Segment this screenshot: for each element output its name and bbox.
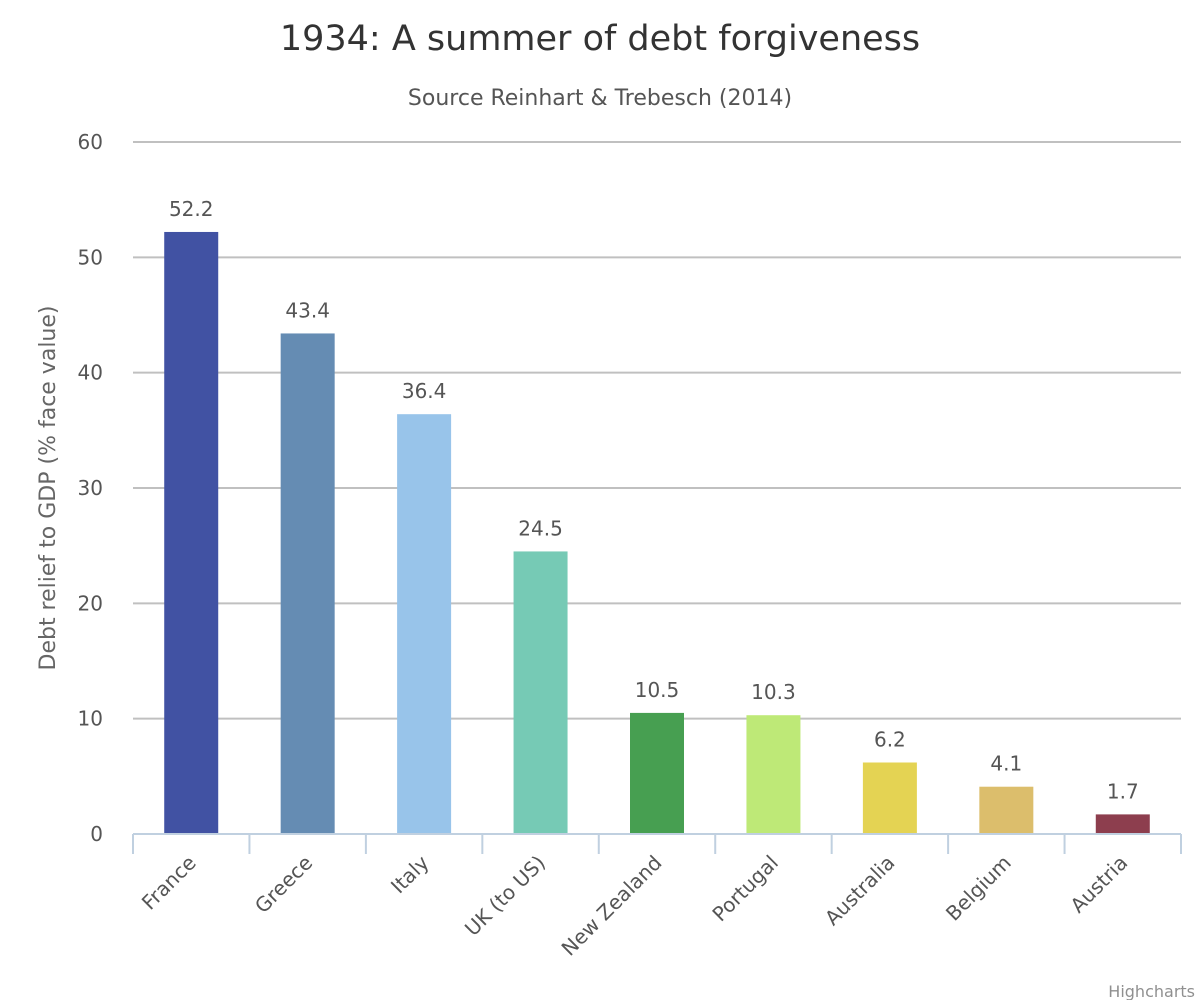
bar[interactable] xyxy=(513,551,568,834)
credits-text[interactable]: Highcharts xyxy=(1108,982,1195,1000)
category-label: Austria xyxy=(1065,851,1132,918)
data-label: 52.2 xyxy=(169,197,214,221)
category-label: France xyxy=(137,851,201,915)
bar[interactable] xyxy=(979,786,1034,834)
bar[interactable] xyxy=(397,414,452,834)
bars xyxy=(164,231,1150,834)
x-axis xyxy=(132,833,1182,854)
category-label: Belgium xyxy=(941,851,1016,926)
category-label: Italy xyxy=(386,850,434,898)
data-label: 4.1 xyxy=(990,752,1022,776)
y-tick-label: 0 xyxy=(90,822,103,846)
category-label: Greece xyxy=(250,851,317,918)
y-tick-label: 60 xyxy=(78,130,103,154)
data-label: 6.2 xyxy=(874,727,906,751)
chart-subtitle: Source Reinhart & Trebesch (2014) xyxy=(408,86,792,111)
y-axis-title: Debt relief to GDP (% face value) xyxy=(36,306,61,671)
bar[interactable] xyxy=(280,333,335,834)
bar[interactable] xyxy=(164,231,219,834)
y-tick-label: 50 xyxy=(78,245,103,269)
data-label: 24.5 xyxy=(518,516,563,540)
category-label: UK (to US) xyxy=(460,851,550,941)
data-label: 10.5 xyxy=(635,678,680,702)
y-tick-label: 10 xyxy=(78,707,103,731)
y-tick-label: 20 xyxy=(78,591,103,615)
data-label: 1.7 xyxy=(1107,779,1139,803)
data-label: 43.4 xyxy=(285,298,330,322)
category-label: Australia xyxy=(820,851,900,931)
data-label: 36.4 xyxy=(402,379,447,403)
category-label: Portugal xyxy=(707,851,783,927)
y-axis-ticks: 0 10 20 30 40 50 60 xyxy=(78,130,103,846)
bar[interactable] xyxy=(862,762,917,834)
y-tick-label: 30 xyxy=(78,476,103,500)
bar[interactable] xyxy=(1095,814,1150,834)
data-labels: 52.2 43.4 36.4 24.5 10.5 10.3 6.2 4.1 1.7 xyxy=(169,197,1139,803)
data-label: 10.3 xyxy=(751,680,796,704)
category-labels: France Greece Italy UK (to US) New Zealand Po… xyxy=(137,850,1133,960)
bar[interactable] xyxy=(746,715,801,834)
y-tick-label: 40 xyxy=(78,361,103,385)
chart-title: 1934: A summer of debt forgiveness xyxy=(280,19,920,59)
category-label: New Zealand xyxy=(557,851,667,961)
bar[interactable] xyxy=(630,712,684,834)
